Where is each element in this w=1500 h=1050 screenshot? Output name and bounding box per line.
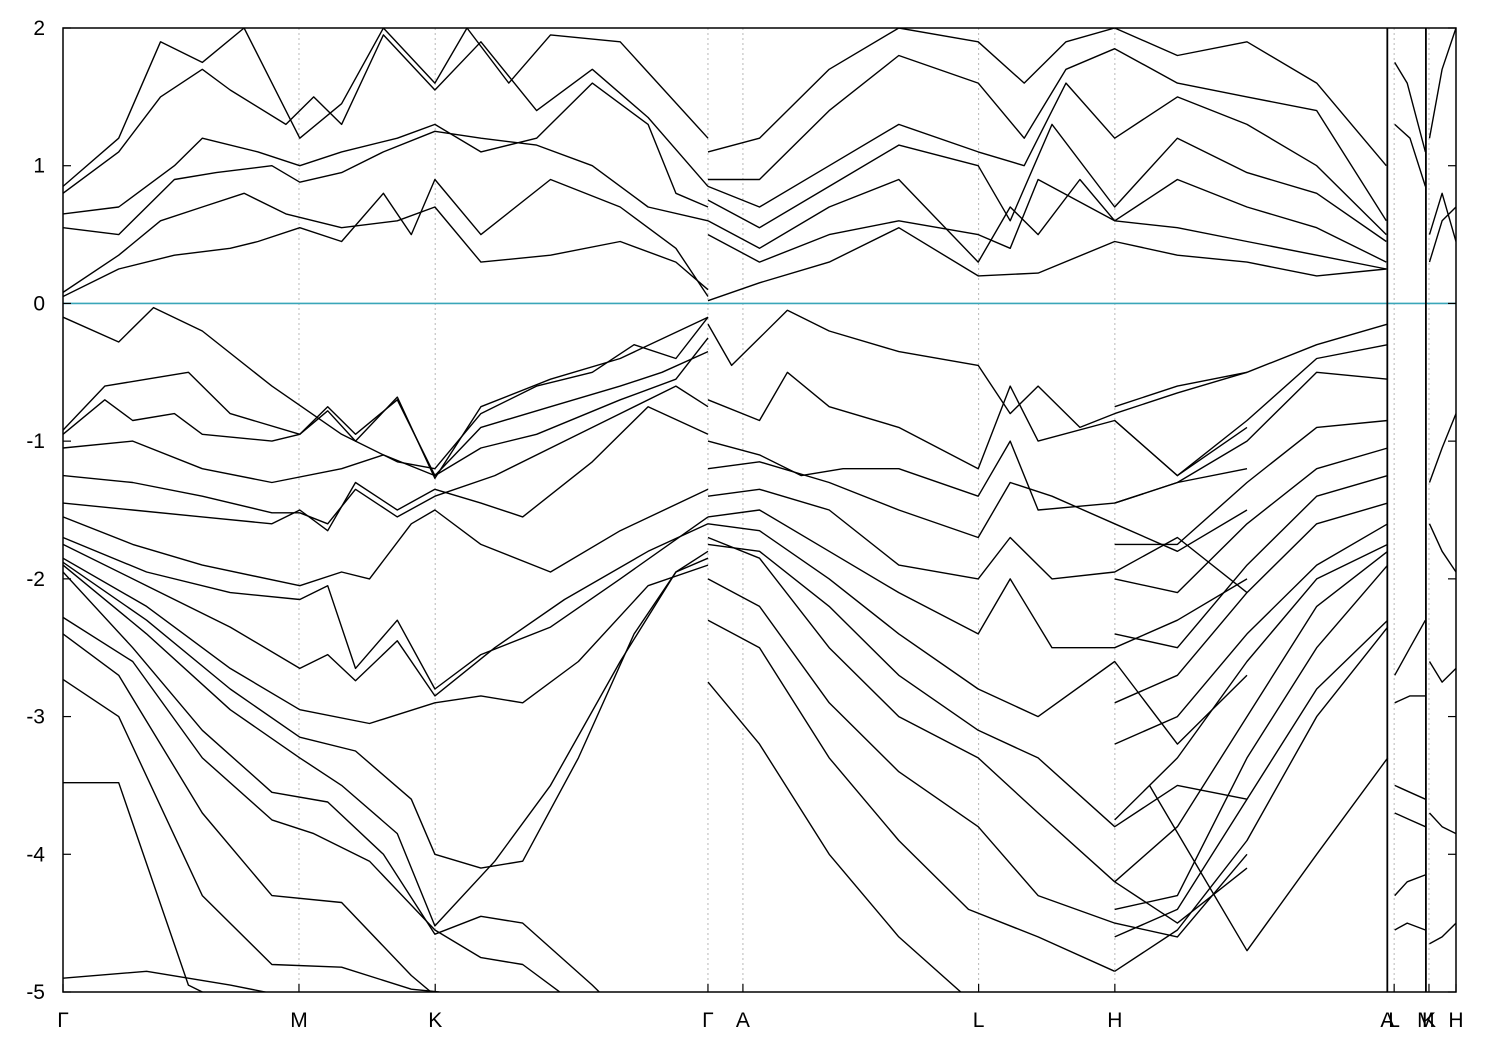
panel-breaks	[1386, 28, 1427, 992]
kpoint-label: L	[1388, 1009, 1400, 1032]
band-line	[1114, 626, 1389, 972]
band-line	[63, 970, 269, 992]
kpoint-label: K	[428, 1009, 442, 1032]
band-line	[1428, 192, 1456, 242]
y-tick-label: -5	[26, 981, 45, 1004]
band-line	[63, 616, 561, 992]
band-line	[707, 509, 1248, 649]
band-line	[1148, 757, 1389, 952]
band-line	[1429, 922, 1456, 945]
band-line	[1394, 922, 1426, 931]
band-line	[1114, 419, 1388, 546]
bands	[63, 28, 1456, 992]
band-line	[707, 226, 1387, 302]
band-line	[1114, 543, 1389, 821]
band-line	[1394, 62, 1427, 153]
band-line	[707, 523, 1248, 745]
x-axis: Γ M K Γ A L H AL MK H	[57, 984, 1464, 1032]
band-line	[707, 461, 1248, 552]
band-line	[1428, 413, 1456, 483]
kpoint-label: H	[1448, 1009, 1463, 1032]
band-line	[63, 782, 204, 992]
band-line	[707, 619, 1115, 972]
y-tick-label: 1	[33, 155, 45, 178]
band-line	[1428, 28, 1456, 139]
kpoint-label: A	[736, 1009, 750, 1032]
band-line	[63, 350, 709, 477]
y-tick-label: 0	[33, 292, 45, 315]
kpoint-label: Γ	[57, 1009, 69, 1032]
band-line	[707, 178, 1387, 270]
band-line	[707, 28, 1387, 167]
kpoint-label: K	[1422, 1009, 1436, 1032]
band-line	[1114, 474, 1388, 649]
band-line	[63, 571, 601, 992]
y-tick-label: -3	[26, 706, 45, 729]
band-line	[63, 306, 709, 470]
kpoint-label: A	[1380, 1009, 1394, 1032]
band-line	[63, 130, 709, 236]
band-line	[1428, 206, 1456, 263]
band-line	[1394, 874, 1426, 897]
band-line	[63, 488, 709, 587]
band-line	[1394, 695, 1426, 704]
kpoint-label: Γ	[702, 1009, 714, 1032]
band-line	[63, 385, 709, 525]
band-line	[708, 48, 1387, 222]
band-line	[63, 28, 709, 187]
kpoint-gridlines	[298, 28, 1430, 992]
band-line	[1394, 812, 1426, 828]
kpoint-label: M	[290, 1009, 308, 1032]
band-line	[1114, 502, 1388, 704]
kpoint-label: H	[1107, 1009, 1122, 1032]
band-line	[707, 488, 1248, 594]
band-line	[1114, 447, 1388, 594]
band-line	[63, 523, 709, 697]
band-line	[1114, 564, 1389, 911]
band-line	[63, 406, 709, 532]
band-line	[707, 578, 1248, 938]
band-line	[63, 633, 432, 992]
band-line	[63, 337, 709, 484]
band-line	[707, 123, 1387, 243]
band-line	[63, 516, 709, 690]
band-line	[1114, 344, 1388, 477]
kpoint-label: M	[1417, 1009, 1435, 1032]
y-tick-label: -2	[26, 568, 45, 591]
band-line	[1428, 812, 1456, 835]
band-line	[707, 309, 1248, 429]
band-line	[63, 34, 709, 194]
band-line	[1394, 619, 1427, 676]
band-line	[707, 543, 1248, 828]
band-line	[1114, 550, 1389, 883]
band-line	[63, 178, 709, 298]
band-line	[1114, 523, 1389, 745]
plot-frame	[62, 27, 1457, 993]
band-line	[1114, 371, 1388, 504]
band-line	[63, 82, 709, 215]
y-axis: -5 -4 -3 -2 -1 0 1 2	[26, 17, 1456, 1004]
y-tick-label: 2	[33, 17, 45, 40]
band-line	[1114, 619, 1389, 938]
band-line	[707, 371, 1248, 477]
band-line	[63, 550, 709, 927]
band-line	[707, 178, 1387, 263]
y-tick-label: -1	[26, 430, 45, 453]
band-line	[707, 536, 1248, 924]
band-line	[63, 557, 709, 725]
band-line	[707, 82, 1387, 236]
band-line	[63, 316, 709, 479]
band-line	[1114, 323, 1388, 408]
y-tick-label: -4	[26, 843, 45, 866]
band-line	[1428, 523, 1456, 573]
kpoint-label: L	[973, 1009, 985, 1032]
band-line	[63, 557, 709, 869]
band-line	[707, 440, 1248, 511]
band-line	[1428, 661, 1456, 683]
band-line	[1394, 784, 1426, 800]
band-line	[63, 192, 709, 293]
band-line	[707, 681, 962, 992]
band-line	[1394, 123, 1427, 187]
